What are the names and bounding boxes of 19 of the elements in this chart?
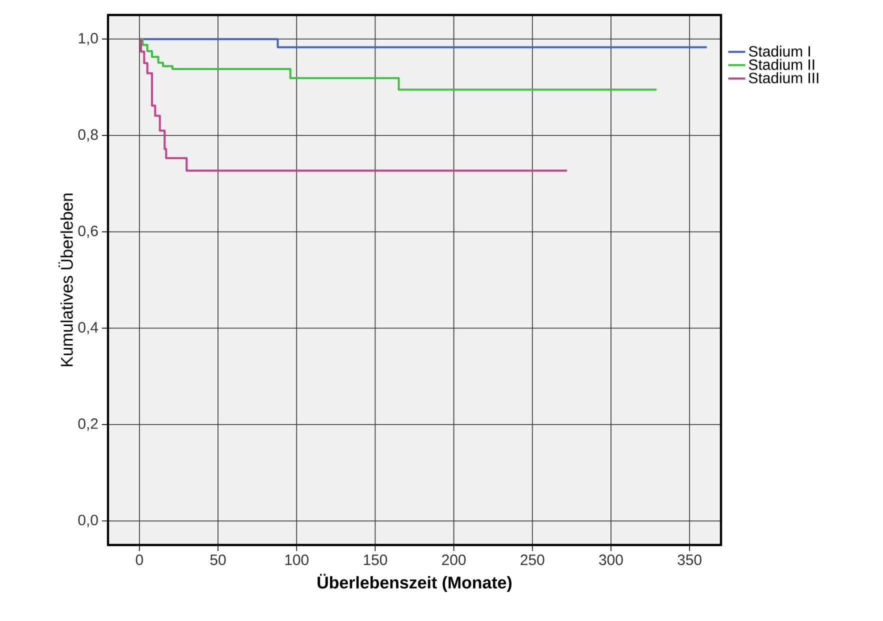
x-tick-label: 50 xyxy=(210,554,226,566)
legend-label: Stadium I xyxy=(748,46,810,57)
x-tick-label: 350 xyxy=(678,554,702,566)
x-tick-label: 250 xyxy=(520,554,544,566)
x-axis-title: Überlebenszeit (Monate) xyxy=(318,574,512,592)
y-tick-label: 0,4 xyxy=(78,322,98,334)
x-tick-label: 0 xyxy=(136,554,143,566)
x-tick-label: 200 xyxy=(442,554,466,566)
y-axis-title: Kumulatives Überleben xyxy=(58,194,73,366)
y-tick-label: 0,2 xyxy=(78,418,98,431)
legend-label: Stadium III xyxy=(748,72,818,84)
legend-label: Stadium II xyxy=(748,58,814,70)
y-tick-label: 1,0 xyxy=(78,32,98,46)
x-tick-label: 150 xyxy=(364,554,388,566)
x-tick-label: 100 xyxy=(285,554,308,566)
y-tick-label: 0,0 xyxy=(78,514,98,528)
y-tick-label: 0,6 xyxy=(78,226,98,238)
x-tick-label: 300 xyxy=(599,554,623,566)
y-tick-label: 0,8 xyxy=(78,129,98,142)
